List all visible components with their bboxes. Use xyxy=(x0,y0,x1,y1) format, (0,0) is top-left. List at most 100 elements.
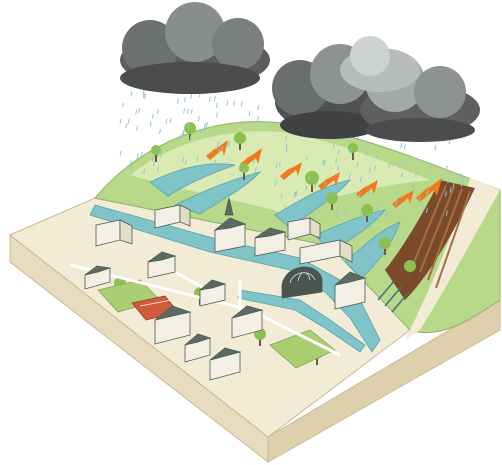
rain-drop xyxy=(252,158,255,164)
house-icon xyxy=(147,251,177,279)
rain-drop xyxy=(254,167,257,173)
rain-drop xyxy=(356,162,359,168)
rain-drop xyxy=(349,148,352,155)
rain-drop xyxy=(135,109,138,115)
rain-drop xyxy=(293,191,296,197)
house-icon xyxy=(287,217,321,241)
rain-drop xyxy=(388,163,391,169)
rain-drop xyxy=(183,97,186,103)
rain-drop xyxy=(218,148,220,155)
rain-drop xyxy=(395,200,398,206)
tree-icon xyxy=(184,122,196,140)
rain-drop xyxy=(445,210,448,216)
rain-drop xyxy=(183,108,186,114)
rain-drop xyxy=(119,118,122,124)
rain-drop xyxy=(358,192,361,198)
house-icon xyxy=(333,271,367,310)
rain-drop xyxy=(213,96,216,102)
rain-drop xyxy=(257,105,260,111)
rain-drop xyxy=(136,125,138,131)
rain-drop xyxy=(285,147,288,153)
rain-drop xyxy=(190,94,193,100)
rain-drop xyxy=(332,143,335,149)
rain-drop xyxy=(182,129,184,135)
tree-icon xyxy=(234,132,246,150)
rain-drop xyxy=(429,164,431,171)
rain-drop xyxy=(186,108,189,114)
rain-drop xyxy=(434,145,437,151)
storm-clouds xyxy=(120,2,480,142)
rain-drop xyxy=(143,168,146,174)
rain-drop xyxy=(280,192,283,199)
rain-drop xyxy=(184,159,187,165)
rain-drop xyxy=(348,173,351,179)
rain-drop xyxy=(360,212,363,218)
rain-drop xyxy=(221,145,223,151)
rain-drop xyxy=(411,184,414,190)
rain-drop xyxy=(149,121,152,127)
church-icon xyxy=(213,197,247,253)
rain-drop xyxy=(169,117,172,124)
storm-cloud-icon xyxy=(120,2,270,94)
rain-drop xyxy=(151,156,154,162)
rain-drop xyxy=(323,159,326,166)
rain-drop xyxy=(130,164,132,170)
runoff-arrow-icon xyxy=(416,178,442,202)
rain-drop xyxy=(426,190,429,196)
runoff-arrow-icon xyxy=(392,190,414,208)
rain-drop xyxy=(190,108,193,114)
rain-drop xyxy=(182,130,185,136)
rain-drop xyxy=(400,143,403,149)
rain-drop xyxy=(144,93,146,100)
runoff-arrow-icon xyxy=(206,140,228,160)
rain-drop xyxy=(274,180,277,187)
rain-drop xyxy=(217,141,220,147)
channel-hill-3 xyxy=(274,179,352,229)
rain-drop xyxy=(305,155,308,161)
rain-drop xyxy=(337,165,340,171)
rain-drop xyxy=(322,160,325,166)
rain-icon xyxy=(119,90,465,220)
channel-lower xyxy=(237,289,366,353)
storm-cloud-icon xyxy=(272,44,385,139)
house-icon xyxy=(95,219,133,247)
rain-drop xyxy=(308,174,311,180)
buildings xyxy=(84,197,367,381)
rain-drop xyxy=(418,196,421,202)
rain-drop xyxy=(189,134,192,140)
house-icon xyxy=(154,305,192,345)
house-icon xyxy=(254,227,287,257)
rain-drop xyxy=(445,191,447,197)
rain-drop xyxy=(203,125,206,131)
rain-drop xyxy=(463,177,465,183)
rain-drop xyxy=(131,169,134,175)
rain-drop xyxy=(125,122,128,129)
rain-drop xyxy=(119,150,122,156)
slope-cut xyxy=(405,178,500,340)
rain-drop xyxy=(374,165,377,171)
rain-drop xyxy=(248,111,251,117)
rain-drop xyxy=(257,115,259,122)
rain-drop xyxy=(315,192,318,198)
rain-drop xyxy=(228,142,231,148)
rain-drop xyxy=(403,144,406,150)
rain-drop xyxy=(129,160,132,166)
rain-drop xyxy=(215,102,218,108)
rain-drop xyxy=(130,91,133,97)
rain-drop xyxy=(452,182,455,188)
rain-drop xyxy=(226,100,229,106)
rain-drop xyxy=(197,116,200,122)
storm-cloud-icon xyxy=(340,36,420,92)
rain-drop xyxy=(285,135,288,141)
rain-drop xyxy=(122,102,124,108)
tree-icon xyxy=(305,171,319,192)
terrain-block xyxy=(9,121,501,464)
house-icon xyxy=(154,204,191,229)
rain-drop xyxy=(365,151,368,157)
rain-drop xyxy=(240,101,243,107)
rain-drop xyxy=(157,151,160,157)
rain-drop xyxy=(305,185,308,191)
rain-drop xyxy=(445,165,448,171)
